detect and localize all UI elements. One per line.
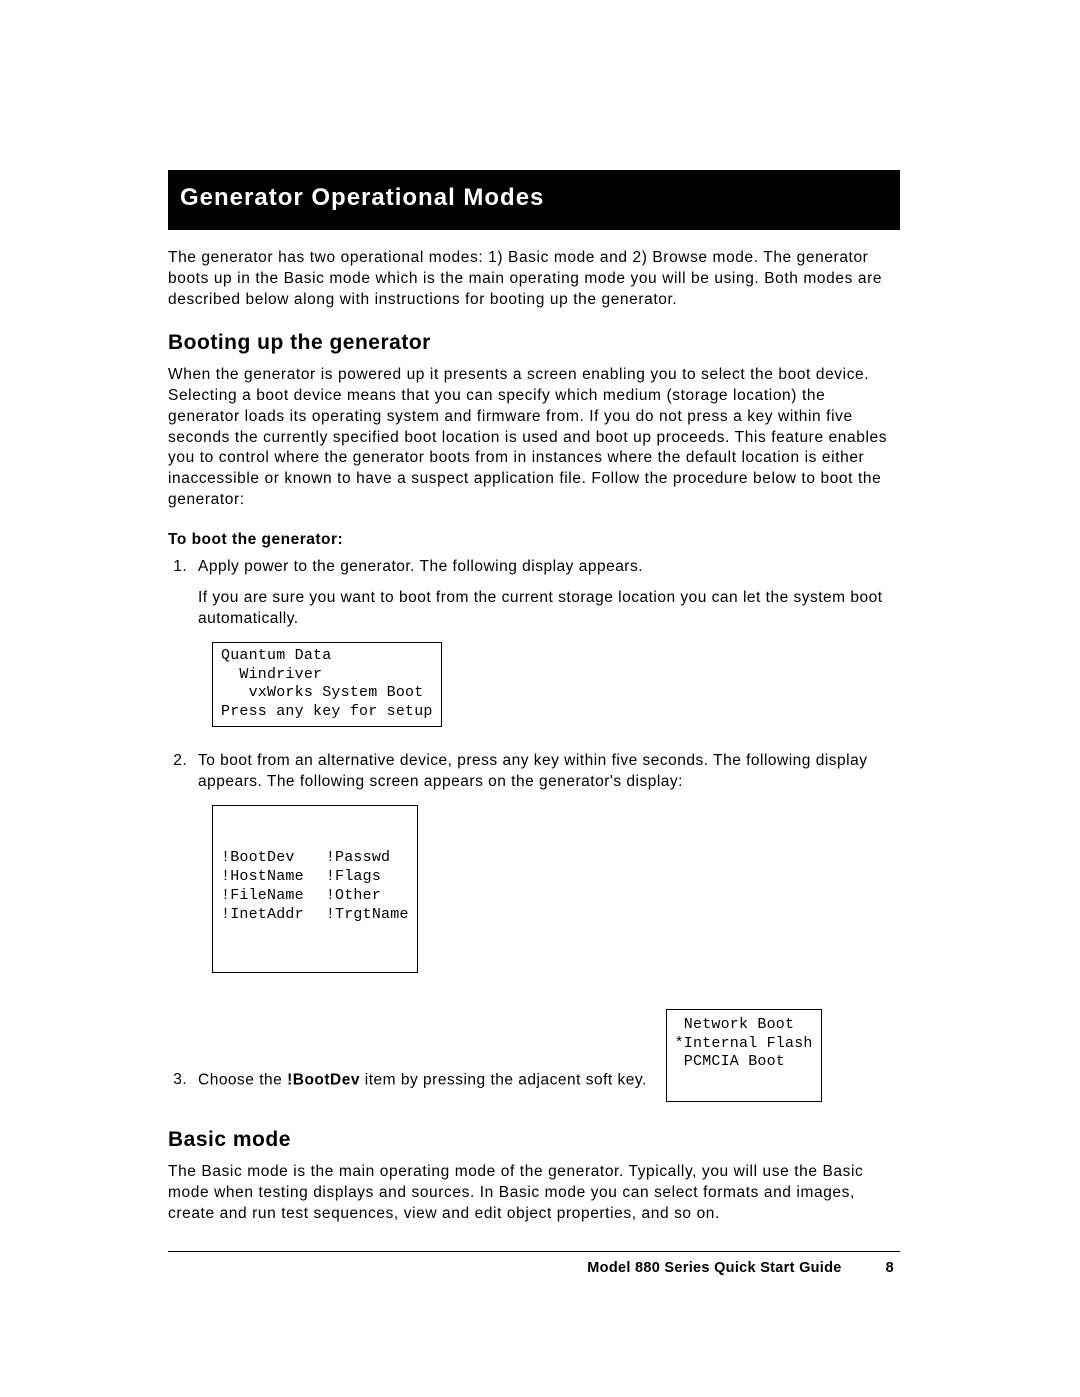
trgtname-label: !TrgtName	[326, 906, 409, 925]
heading-basic-mode: Basic mode	[168, 1128, 900, 1152]
boot-steps-list: Apply power to the generator. The follow…	[168, 557, 900, 1116]
screen-boot-options: !BootDev !Passwd !HostName !Flags !FileN…	[212, 805, 418, 973]
step-2-text: To boot from an alternative device, pres…	[198, 752, 867, 790]
heading-booting: Booting up the generator	[168, 331, 900, 355]
step-3: Choose the !BootDev item by pressing the…	[192, 997, 900, 1116]
basic-mode-paragraph: The Basic mode is the main operating mod…	[168, 1162, 900, 1225]
step-1: Apply power to the generator. The follow…	[192, 557, 900, 741]
hostname-label: !HostName	[221, 868, 304, 887]
other-label: !Other	[326, 887, 409, 906]
passwd-label: !Passwd	[326, 849, 409, 868]
page-footer: Model 880 Series Quick Start Guide 8	[168, 1260, 900, 1276]
subheading-to-boot: To boot the generator:	[168, 531, 900, 549]
footer-page-number: 8	[846, 1260, 894, 1276]
flags-label: !Flags	[326, 868, 409, 887]
step-2: To boot from an alternative device, pres…	[192, 751, 900, 987]
document-page: Generator Operational Modes The generato…	[0, 0, 1080, 1397]
step-3-post: item by pressing the adjacent soft key.	[360, 1071, 647, 1088]
section-title-text: Generator Operational Modes	[180, 184, 544, 211]
step-3-bold: !BootDev	[287, 1071, 360, 1088]
filename-label: !FileName	[221, 887, 304, 906]
screen-boot-options-grid: !BootDev !Passwd !HostName !Flags !FileN…	[221, 849, 409, 924]
booting-paragraph: When the generator is powered up it pres…	[168, 365, 900, 511]
section-title-bar: Generator Operational Modes	[168, 170, 900, 230]
screen-quantum-boot: Quantum Data Windriver vxWorks System Bo…	[212, 642, 442, 727]
inetaddr-label: !InetAddr	[221, 906, 304, 925]
step-3-pre: Choose the	[198, 1071, 287, 1088]
step-1-text-a: Apply power to the generator. The follow…	[198, 558, 643, 575]
intro-paragraph: The generator has two operational modes:…	[168, 248, 900, 311]
bootdev-label: !BootDev	[221, 849, 304, 868]
step-1-text-b: If you are sure you want to boot from th…	[198, 588, 900, 630]
footer-rule	[168, 1251, 900, 1252]
footer-doc-title: Model 880 Series Quick Start Guide	[587, 1260, 841, 1276]
screen-bootdev-choices: Network Boot *Internal Flash PCMCIA Boot	[666, 1009, 822, 1102]
